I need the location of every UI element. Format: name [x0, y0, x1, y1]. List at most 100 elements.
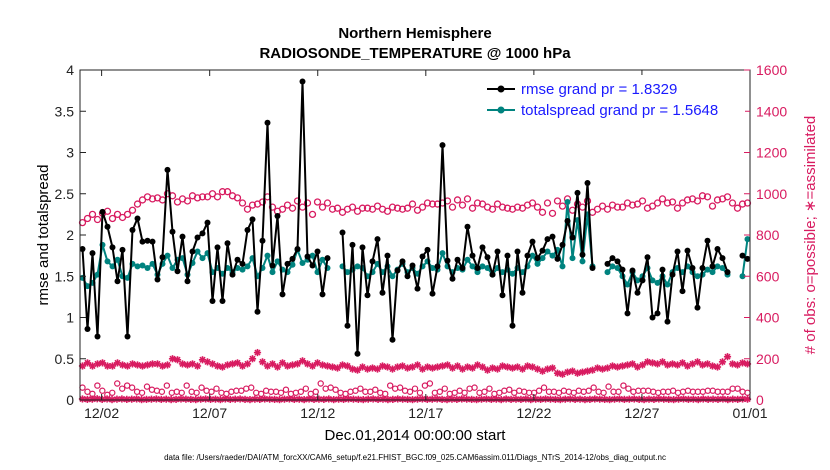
series-point — [259, 237, 266, 244]
star-stroke — [214, 362, 221, 370]
star-stroke — [744, 396, 751, 403]
bottom-assimilated-marker — [571, 395, 579, 403]
bottom-possible-marker — [506, 386, 513, 393]
series-point — [529, 252, 536, 259]
bottom-possible-marker — [138, 389, 146, 396]
series-point — [399, 258, 406, 265]
possible-obs-marker — [283, 201, 292, 209]
possible-obs-marker — [138, 196, 147, 204]
bottom-assimilated-marker — [438, 395, 446, 403]
bottom-assimilated-marker — [266, 395, 274, 403]
series-point — [114, 256, 121, 263]
bottom-possible-marker — [416, 389, 424, 396]
possible-obs-marker — [118, 213, 127, 222]
star-stroke — [503, 395, 510, 403]
bottom-assimilated-marker — [561, 395, 569, 403]
series-point — [164, 252, 171, 259]
possible-obs-marker — [313, 198, 322, 206]
star-stroke — [576, 396, 584, 403]
star-stroke — [669, 360, 676, 368]
star-stroke — [659, 358, 666, 365]
assimilated-obs-marker — [693, 358, 702, 366]
series-point — [509, 270, 516, 277]
right-tick-label: 800 — [756, 227, 780, 243]
bottom-possible-marker — [565, 388, 573, 395]
star-stroke — [103, 395, 111, 403]
star-stroke — [419, 395, 426, 403]
bottom-assimilated-marker — [689, 395, 697, 403]
left-tick-label: 4 — [66, 62, 74, 78]
star-stroke — [690, 396, 697, 403]
series-point — [164, 166, 171, 173]
bottom-possible-marker — [595, 388, 602, 395]
assimilated-obs-marker — [283, 362, 292, 370]
bottom-possible-marker — [600, 389, 607, 396]
series-point — [649, 314, 656, 321]
series-point — [129, 227, 136, 234]
bottom-possible-marker — [679, 388, 687, 395]
bottom-possible-marker — [486, 385, 493, 392]
assimilated-obs-marker — [298, 357, 307, 365]
series-point — [154, 276, 161, 283]
assimilated-obs-marker — [338, 361, 347, 369]
star-stroke — [438, 396, 446, 403]
star-stroke — [680, 395, 687, 403]
star-stroke — [236, 395, 244, 403]
series-point — [654, 310, 661, 317]
bottom-possible-marker — [650, 388, 657, 395]
series-point — [389, 336, 396, 343]
possible-obs-marker — [353, 207, 362, 215]
star-stroke — [172, 396, 180, 403]
assimilated-obs-marker — [308, 362, 317, 370]
possible-obs-marker — [123, 210, 132, 219]
series-point — [219, 298, 226, 304]
bottom-possible-marker — [198, 384, 205, 391]
star-stroke — [719, 358, 726, 365]
right-tick-label: 400 — [756, 310, 780, 326]
possible-obs-marker — [638, 197, 647, 205]
left-tick-label: 0 — [66, 392, 74, 408]
bottom-assimilated-marker — [674, 395, 683, 403]
star-stroke — [349, 365, 356, 373]
series-point — [309, 262, 316, 269]
star-stroke — [355, 396, 362, 403]
series-point — [374, 236, 381, 243]
star-stroke — [259, 358, 266, 365]
bottom-possible-marker — [431, 389, 439, 396]
series-point — [249, 216, 256, 223]
series-point — [484, 254, 491, 261]
star-stroke — [384, 363, 391, 371]
bottom-assimilated-marker — [83, 395, 91, 403]
assimilated-obs-marker — [103, 362, 112, 370]
series-point — [284, 260, 291, 267]
series-point — [149, 238, 156, 245]
x-axis-ticks: 12/02 12/07 12/12 12/17 12/22 12/27 01/01 — [84, 70, 768, 421]
series-point — [369, 258, 376, 265]
star-stroke — [424, 363, 431, 371]
bottom-possible-marker — [605, 383, 612, 390]
right-tick-label: 200 — [756, 351, 780, 367]
series-point — [234, 256, 241, 263]
star-stroke — [350, 396, 357, 403]
series-point — [739, 252, 746, 259]
series-point — [394, 267, 401, 274]
series-point — [649, 277, 656, 284]
bottom-possible-marker — [94, 382, 101, 389]
star-stroke — [404, 396, 411, 403]
series-point — [169, 265, 176, 271]
possible-obs-marker — [723, 193, 732, 201]
star-stroke — [143, 396, 150, 403]
series-point — [704, 266, 711, 273]
star-stroke — [621, 396, 628, 403]
series-point — [479, 244, 486, 251]
series-point — [324, 255, 331, 262]
assimilated-obs-marker — [478, 363, 487, 371]
series-point — [99, 208, 106, 215]
possible-obs-marker — [323, 199, 332, 207]
series-point — [519, 289, 526, 296]
star-stroke — [679, 359, 686, 366]
star-stroke — [424, 396, 431, 403]
series-point — [744, 255, 751, 262]
series-point — [389, 273, 396, 280]
series-point — [654, 279, 661, 286]
